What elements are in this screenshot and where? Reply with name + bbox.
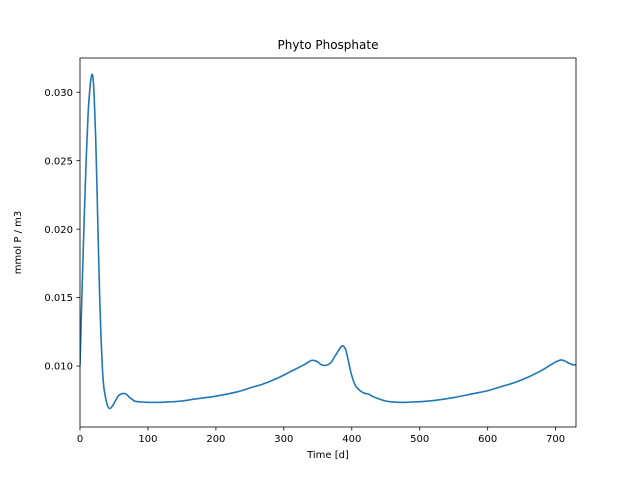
x-axis-ticks: 0 100 200 300 400 500 600 700 [77,427,565,445]
chart-title: Phyto Phosphate [278,38,379,52]
x-tick-label: 600 [478,434,497,445]
y-tick-label: 0.010 [44,362,73,373]
y-tick-label: 0.015 [44,293,73,304]
x-tick-label: 200 [206,434,225,445]
x-tick-label: 700 [546,434,565,445]
series-line-0 [80,73,576,410]
y-tick-label: 0.020 [44,225,73,236]
x-tick-label: 0 [77,434,83,445]
y-axis-label: mmol P / m3 [13,211,24,274]
x-axis-label: Time [d] [306,450,349,461]
x-tick-label: 100 [138,434,157,445]
plot-frame [79,57,577,428]
x-tick-label: 400 [342,434,361,445]
x-tick-label: 300 [274,434,293,445]
y-tick-label: 0.025 [44,156,73,167]
y-tick-label: 0.030 [44,88,73,99]
x-tick-label: 500 [410,434,429,445]
series-layer [80,73,576,410]
y-axis-ticks: 0.010 0.015 0.020 0.025 0.030 [44,88,80,373]
